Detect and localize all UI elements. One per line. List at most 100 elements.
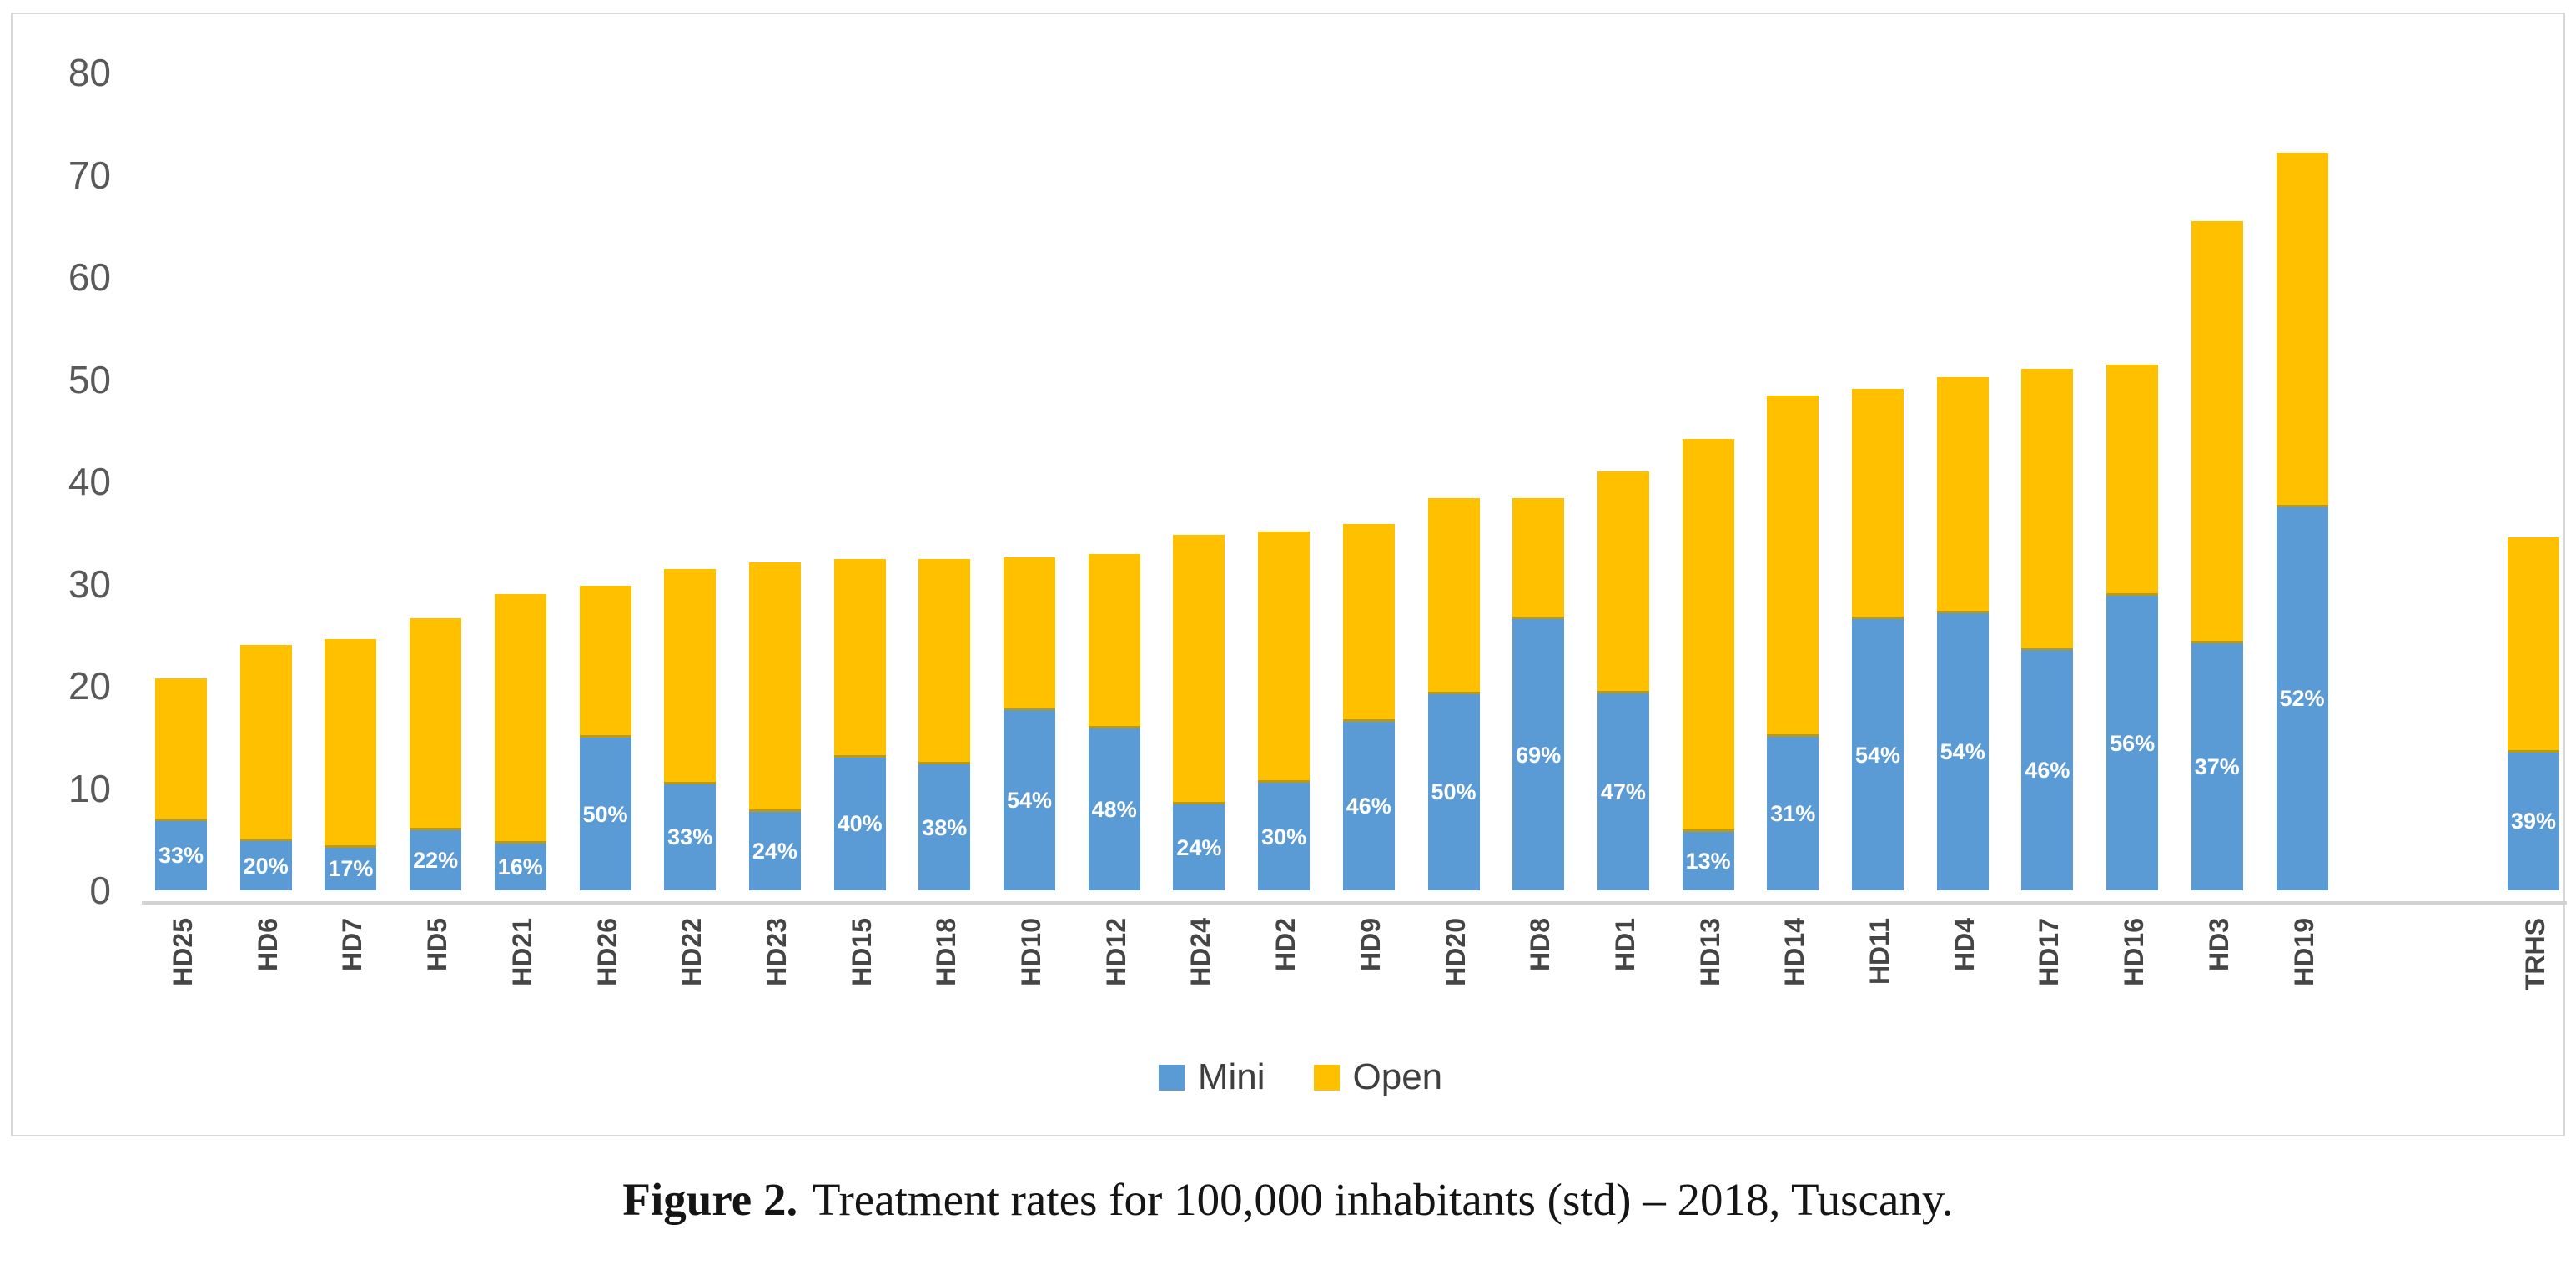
bar-data-label-HD7: 17% <box>328 856 374 882</box>
bar-data-label-HD19: 52% <box>2279 686 2325 712</box>
bar-data-label-HD6: 20% <box>243 853 289 879</box>
bar-segment-open-HD17 <box>2021 369 2074 651</box>
bar-segment-mini-HD19 <box>2276 506 2328 890</box>
bar-segment-open-HD7 <box>325 638 377 848</box>
bar-data-label-HD10: 54% <box>1006 788 1053 814</box>
bar-data-label-HD13: 13% <box>1685 849 1731 874</box>
bar-segment-mini-HD10 <box>1004 710 1055 890</box>
bar-data-label-HD3: 37% <box>2194 753 2240 779</box>
bar-data-label-HD2: 30% <box>1261 824 1307 849</box>
chart-frame: 0 10 20 30 40 50 60 70 80 33% 20% 17% 22% 16% 50% 33% 2… <box>11 13 2567 1136</box>
bar-segment-open-HD18 <box>918 559 971 765</box>
bar-data-label-HD1: 47% <box>1600 779 1646 804</box>
bar-segment-mini-HD17 <box>2021 650 2074 890</box>
x-axis-line <box>142 901 2567 905</box>
bar-data-label-HD17: 46% <box>2025 758 2070 784</box>
bar-data-label-HD16: 56% <box>2110 730 2156 756</box>
bar-data-label-HD26: 50% <box>582 801 628 827</box>
legend-swatch-mini-icon <box>1158 1064 1185 1091</box>
bar-data-label-HD22: 33% <box>667 824 713 850</box>
bar-data-label-HD11: 54% <box>1854 742 1901 768</box>
bar-segment-mini-HD9 <box>1342 721 1395 890</box>
bar-segment-mini-HD6 <box>239 841 292 890</box>
legend-item-open: Open <box>1313 1056 1443 1097</box>
bar-segment-mini-HD18 <box>918 764 971 890</box>
bar-segment-mini-HD12 <box>1088 728 1140 890</box>
bar-segment-open-HD10 <box>1004 557 1055 711</box>
y-axis-tick-label-30: 30 <box>68 562 111 606</box>
bar-segment-mini-HD21 <box>494 843 546 890</box>
bar-segment-open-HD2 <box>1258 532 1311 784</box>
bar-segment-open-HD11 <box>1852 388 1904 620</box>
bar-segment-open-HD5 <box>410 618 462 830</box>
bar-data-label-HD8: 69% <box>1516 742 1562 768</box>
bar-data-label-HD14: 31% <box>1770 801 1816 827</box>
bar-segment-mini-HD20 <box>1427 693 1480 890</box>
bar-segment-mini-HD8 <box>1512 619 1565 890</box>
y-axis-tick-label-50: 50 <box>68 357 111 401</box>
bar-segment-mini-HD16 <box>2106 596 2159 890</box>
bar-segment-mini-HD14 <box>1767 737 1819 890</box>
caption-text: Treatment rates for 100,000 inhabitants … <box>812 1174 1954 1225</box>
bar-segment-open-HD9 <box>1342 524 1395 722</box>
bar-segment-mini-HD24 <box>1173 804 1225 890</box>
bar-segment-open-HD16 <box>2106 365 2159 597</box>
bar-segment-open-HD13 <box>1682 438 1734 833</box>
y-axis-tick-label-20: 20 <box>68 664 111 708</box>
bar-segment-open-HD14 <box>1767 396 1819 738</box>
bar-segment-open-TRHS <box>2508 537 2559 753</box>
bar-data-label-HD23: 24% <box>752 838 797 864</box>
legend-item-mini: Mini <box>1158 1056 1265 1097</box>
bar-segment-mini-HD7 <box>325 847 377 890</box>
bar-segment-open-HD12 <box>1088 553 1140 729</box>
y-axis-tick-label-10: 10 <box>68 766 111 810</box>
figure-caption: Figure 2. Treatment rates for 100,000 inh… <box>0 1173 2576 1226</box>
bar-segment-mini-HD22 <box>664 784 717 890</box>
caption-figure-number: Figure 2. <box>622 1174 798 1225</box>
bar-data-label-HD21: 16% <box>497 854 543 879</box>
bar-data-label-HD9: 46% <box>1346 793 1391 819</box>
bar-segment-mini-HD15 <box>833 757 886 890</box>
bar-segment-open-HD25 <box>155 678 207 821</box>
y-axis-tick-label-80: 80 <box>68 51 111 94</box>
bar-data-label-HD15: 40% <box>837 811 883 837</box>
bar-segment-open-HD8 <box>1512 497 1565 620</box>
legend-label-open: Open <box>1352 1056 1443 1097</box>
bar-segment-open-HD19 <box>2276 152 2328 507</box>
bar-segment-open-HD23 <box>748 562 801 812</box>
y-axis-tick-label-40: 40 <box>68 460 111 503</box>
bar-segment-mini-TRHS <box>2508 752 2559 890</box>
bar-segment-open-HD6 <box>239 645 292 842</box>
legend-swatch-open-icon <box>1313 1064 1340 1091</box>
bar-segment-open-HD22 <box>664 569 717 784</box>
bar-segment-mini-HD11 <box>1852 619 1904 890</box>
bar-segment-open-HD15 <box>833 559 886 758</box>
bar-data-label-HD24: 24% <box>1176 834 1222 860</box>
bar-data-label-HD20: 50% <box>1431 779 1477 805</box>
bar-segment-mini-HD23 <box>748 811 801 890</box>
bar-segment-mini-HD2 <box>1258 783 1311 890</box>
bar-data-label-HD25: 33% <box>158 843 204 869</box>
bar-data-label-TRHS: 39% <box>2510 809 2557 834</box>
y-axis-tick-label-0: 0 <box>89 869 111 912</box>
legend: Mini Open <box>13 1057 2576 1097</box>
bar-segment-open-HD1 <box>1597 471 1649 693</box>
bar-segment-open-HD3 <box>2191 220 2243 643</box>
bar-data-label-HD18: 38% <box>922 814 968 840</box>
legend-label-mini: Mini <box>1197 1056 1265 1097</box>
bar-segment-mini-HD5 <box>410 829 462 890</box>
bar-segment-mini-HD1 <box>1597 693 1649 890</box>
bar-data-label-HD5: 22% <box>413 847 459 873</box>
bar-segment-open-HD24 <box>1173 534 1225 805</box>
bar-segment-open-HD26 <box>579 585 631 738</box>
y-axis-tick-label-60: 60 <box>68 255 111 299</box>
bar-segment-mini-HD25 <box>155 820 207 890</box>
bar-segment-mini-HD26 <box>579 738 631 890</box>
bar-segment-mini-HD3 <box>2191 643 2243 890</box>
bar-segment-open-HD20 <box>1427 497 1480 694</box>
bar-data-label-HD4: 54% <box>1940 739 1985 764</box>
bar-segment-open-HD21 <box>494 593 546 844</box>
bar-segment-mini-HD4 <box>1936 613 1989 890</box>
bar-data-label-HD12: 48% <box>1091 797 1137 823</box>
